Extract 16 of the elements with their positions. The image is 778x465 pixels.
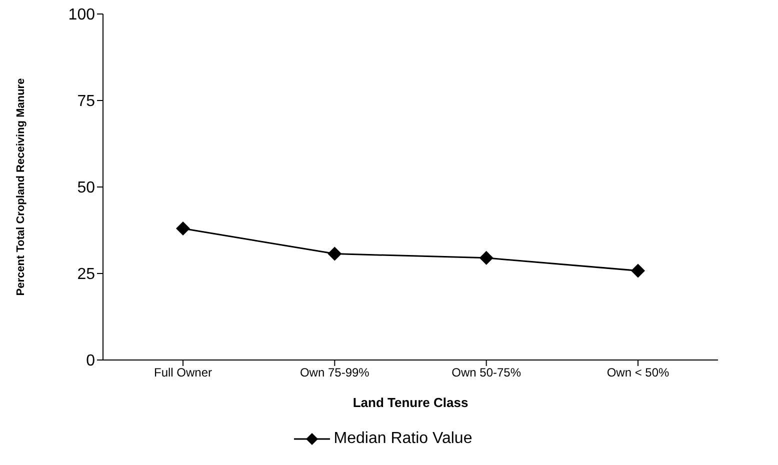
y-tick-label: 0 — [86, 352, 96, 370]
x-tick-label: Full Owner — [154, 366, 212, 380]
point — [328, 246, 342, 261]
x-tick-label: Own 75-99% — [300, 366, 370, 380]
y-tick-label: 75 — [77, 93, 96, 110]
point — [176, 222, 190, 236]
y-tick-label: 25 — [77, 266, 96, 284]
y-tick-label: 50 — [77, 180, 96, 197]
y-tick-label: 100 — [68, 6, 96, 24]
point — [631, 264, 645, 278]
point — [479, 250, 494, 265]
legend-label: Median Ratio Value — [332, 430, 472, 448]
y-axis-title: Percent Total Cropland Receiving Manure — [14, 78, 27, 296]
x-tick-label: Own 50-75% — [452, 366, 522, 380]
x-axis-title: Land Tenure Class — [352, 395, 468, 410]
x-tick-label: Own < 50% — [606, 366, 670, 380]
